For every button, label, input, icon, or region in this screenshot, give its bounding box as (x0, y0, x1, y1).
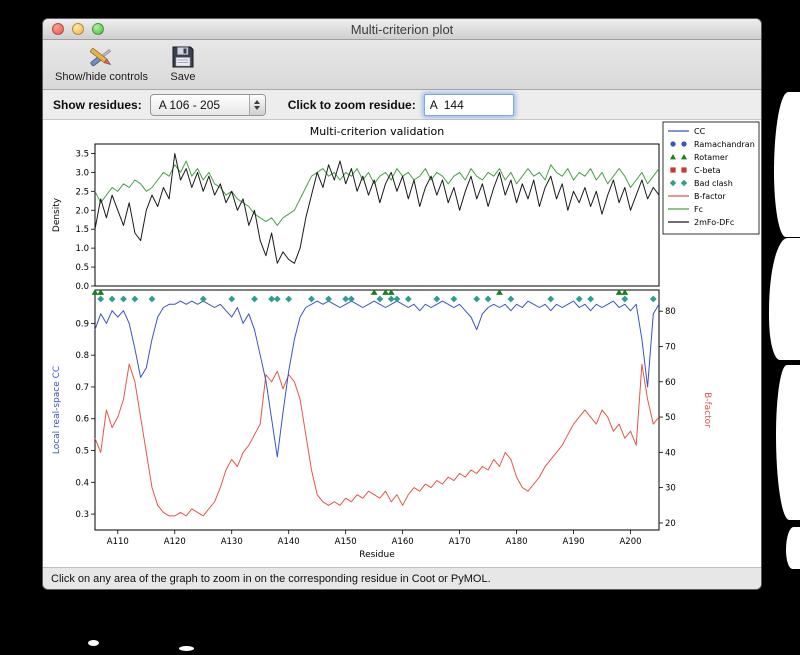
floppy-disk-icon (170, 43, 196, 71)
close-button[interactable] (52, 23, 64, 35)
svg-text:1.0: 1.0 (75, 244, 89, 254)
show-hide-controls-button[interactable]: Show/hide controls (55, 43, 148, 83)
screen-artifact (179, 646, 194, 651)
show-residues-label: Show residues: (53, 97, 142, 112)
svg-text:0.4: 0.4 (75, 478, 89, 488)
toolbar: Show/hide controls Save (43, 40, 761, 90)
svg-text:50: 50 (665, 413, 676, 423)
svg-text:Bad clash: Bad clash (694, 179, 733, 188)
window-title: Multi-criterion plot (350, 21, 454, 37)
svg-text:A110: A110 (107, 537, 129, 547)
window-controls (52, 23, 104, 35)
svg-text:CC: CC (694, 127, 706, 136)
svg-text:1.5: 1.5 (75, 225, 89, 235)
minimize-button[interactable] (72, 23, 84, 35)
zoom-window-button[interactable] (92, 23, 104, 35)
zoom-residue-input[interactable] (423, 93, 514, 116)
status-text: Click on any area of the graph to zoom i… (51, 572, 491, 585)
svg-text:0.9: 0.9 (75, 319, 89, 329)
svg-text:20: 20 (665, 519, 676, 529)
svg-text:Fc: Fc (694, 205, 703, 214)
svg-text:Residue: Residue (359, 550, 395, 560)
controls-row: Show residues: A 106 - 205 Click to zoom… (43, 90, 761, 120)
svg-text:B-factor: B-factor (702, 392, 712, 428)
screen-artifact (774, 92, 800, 237)
svg-text:A190: A190 (563, 537, 585, 547)
svg-text:3.0: 3.0 (75, 168, 89, 178)
title-bar[interactable]: Multi-criterion plot (43, 19, 761, 40)
svg-text:2.0: 2.0 (75, 206, 89, 216)
zoom-residue-label: Click to zoom residue: (287, 97, 416, 112)
svg-text:60: 60 (665, 378, 676, 388)
svg-text:A200: A200 (619, 537, 641, 547)
screen-artifact (769, 238, 800, 360)
svg-text:A180: A180 (506, 537, 528, 547)
svg-text:Rotamer: Rotamer (694, 153, 729, 162)
svg-text:A150: A150 (335, 537, 357, 547)
save-button[interactable]: Save (170, 43, 196, 83)
svg-text:Multi-criterion validation: Multi-criterion validation (310, 125, 445, 138)
screen-artifact (88, 640, 99, 646)
svg-text:3.5: 3.5 (75, 149, 89, 159)
svg-text:A130: A130 (221, 537, 243, 547)
status-bar: Click on any area of the graph to zoom i… (43, 567, 761, 589)
svg-text:30: 30 (665, 484, 676, 494)
show-residues-value: A 106 - 205 (158, 97, 221, 112)
svg-text:0.6: 0.6 (75, 415, 89, 425)
multi-criterion-plot[interactable]: Multi-criterion validation 0.0 0.5 1.0 1.5 2.… (43, 120, 761, 567)
crossed-tools-icon (86, 43, 116, 71)
svg-text:Ramachandran: Ramachandran (694, 140, 755, 149)
svg-text:80: 80 (665, 307, 676, 317)
svg-text:2mFo-DFc: 2mFo-DFc (694, 218, 734, 227)
show-residues-select[interactable]: A 106 - 205 (149, 93, 266, 116)
screen-artifact (776, 365, 800, 520)
svg-text:2.5: 2.5 (75, 187, 89, 197)
save-label: Save (170, 71, 196, 83)
show-hide-controls-label: Show/hide controls (55, 71, 148, 83)
svg-text:0.8: 0.8 (75, 351, 89, 361)
svg-text:A140: A140 (278, 537, 300, 547)
svg-text:C-beta: C-beta (694, 166, 721, 175)
svg-text:70: 70 (665, 342, 676, 352)
plot-area[interactable]: Multi-criterion validation 0.0 0.5 1.0 1.5 2.… (43, 120, 761, 567)
svg-text:A170: A170 (449, 537, 471, 547)
svg-text:0.5: 0.5 (75, 447, 89, 457)
svg-text:Local real-space CC: Local real-space CC (52, 366, 62, 454)
svg-text:0.5: 0.5 (75, 263, 89, 273)
svg-text:Density: Density (52, 197, 62, 232)
up-down-arrows-icon[interactable] (248, 94, 265, 115)
svg-text:0.7: 0.7 (75, 383, 89, 393)
svg-text:A120: A120 (164, 537, 186, 547)
svg-text:0.0: 0.0 (75, 282, 89, 292)
screen-artifact (786, 527, 800, 569)
svg-text:B-factor: B-factor (694, 192, 727, 201)
svg-text:40: 40 (665, 448, 676, 458)
app-window: Multi-criterion plot Show/hide controls (42, 18, 762, 590)
svg-text:0.3: 0.3 (75, 510, 89, 520)
svg-text:A160: A160 (392, 537, 414, 547)
